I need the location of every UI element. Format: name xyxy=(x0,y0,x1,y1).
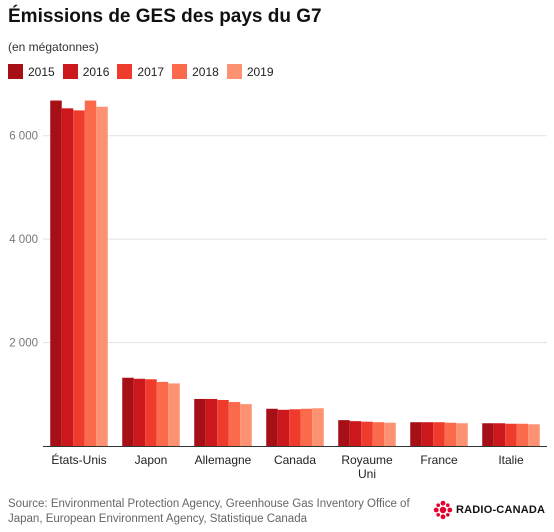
x-tick-label: Uni xyxy=(358,467,376,481)
bar-2015 xyxy=(50,100,62,446)
x-tick-label: Allemagne xyxy=(195,453,252,467)
legend-label: 2018 xyxy=(192,64,219,79)
bar-2015 xyxy=(338,420,350,446)
legend-item-2015: 2015 xyxy=(8,64,55,79)
legend-item-2017: 2017 xyxy=(117,64,164,79)
legend-swatch xyxy=(226,64,242,79)
legend-label: 2016 xyxy=(82,64,110,79)
legend-label: 2017 xyxy=(137,64,165,79)
bar-2019 xyxy=(528,424,540,446)
x-tick-label: États-Unis xyxy=(51,452,106,467)
bar-2019 xyxy=(312,408,324,446)
bar-2017 xyxy=(505,423,517,446)
chart-subtitle: (en mégatonnes) xyxy=(8,40,99,54)
bar-2019 xyxy=(240,404,252,446)
bar-2017 xyxy=(217,399,229,446)
x-tick-label: Italie xyxy=(498,453,524,467)
bar-2018 xyxy=(372,422,385,446)
bar-2017 xyxy=(433,422,445,446)
bar-2017 xyxy=(289,409,301,446)
bar-2019 xyxy=(168,383,180,446)
bar-2015 xyxy=(122,377,134,446)
bar-2015 xyxy=(482,423,494,446)
bar-2015 xyxy=(410,422,422,446)
bar-2016 xyxy=(133,378,146,446)
x-tick-label: France xyxy=(420,453,458,467)
brand-logo: RADIO-CANADA xyxy=(433,500,545,520)
brand-name: RADIO-CANADA xyxy=(456,504,546,516)
bar-chart: 2 000 4 000 6 000 États-Unis Japon Allemagne C… xyxy=(9,100,547,481)
bar-2017 xyxy=(361,421,373,446)
bar-2019 xyxy=(456,423,468,446)
y-tick-label: 4 000 xyxy=(9,234,38,246)
legend-item-2018: 2018 xyxy=(172,64,219,79)
x-tick-label: Japon xyxy=(135,453,168,467)
legend-swatch xyxy=(117,64,133,79)
y-tick-label: 6 000 xyxy=(9,131,38,143)
bar-2016 xyxy=(421,422,434,446)
bar-2016 xyxy=(349,421,362,446)
bar-2018 xyxy=(228,402,241,446)
bar-2016 xyxy=(205,398,218,446)
bar-2015 xyxy=(194,398,206,446)
source-note: Source: Environmental Protection Agency,… xyxy=(8,498,410,525)
x-tick-label: Royaume xyxy=(341,453,393,467)
legend-swatch xyxy=(62,64,78,79)
bar-2015 xyxy=(266,408,278,446)
bar-2017 xyxy=(73,110,85,447)
bar-2016 xyxy=(61,108,74,446)
bar-2018 xyxy=(516,423,529,446)
bar-2019 xyxy=(384,422,396,446)
bar-2019 xyxy=(96,106,108,447)
bar-2018 xyxy=(444,422,457,446)
bar-2018 xyxy=(156,381,169,446)
legend-item-2016: 2016 xyxy=(62,64,110,79)
bar-2016 xyxy=(277,409,290,446)
legend-swatch xyxy=(8,64,23,79)
chart-legend: 2015 2016 2017 2018 2019 xyxy=(8,64,282,79)
bar-2018 xyxy=(84,100,97,446)
bar-2018 xyxy=(300,408,313,446)
chart-title: Émissions de GES des pays du G7 xyxy=(8,6,322,27)
legend-label: 2015 xyxy=(28,64,55,79)
bar-2016 xyxy=(493,423,506,446)
y-tick-label: 2 000 xyxy=(9,338,38,350)
legend-item-2019: 2019 xyxy=(226,64,274,79)
legend-label: 2019 xyxy=(246,64,274,79)
legend-swatch xyxy=(172,64,188,79)
x-tick-label: Canada xyxy=(274,453,316,467)
bar-2017 xyxy=(145,379,157,446)
radio-canada-gem-icon xyxy=(433,500,453,520)
